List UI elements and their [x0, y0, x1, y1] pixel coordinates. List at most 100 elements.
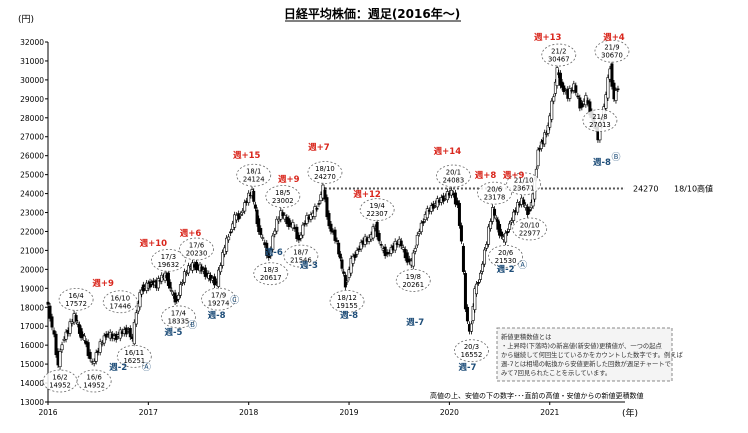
candle-body	[209, 274, 213, 281]
point-label-value: 20261	[402, 281, 424, 289]
candle-body	[522, 199, 526, 205]
candle-body	[463, 273, 467, 310]
candle-body	[247, 192, 251, 203]
y-tick-label: 30000	[20, 76, 44, 85]
point-label-frame	[151, 248, 186, 272]
legend-line-5: みて7回見られたことを示しています。	[501, 369, 611, 377]
record-count-down: 週-2	[109, 363, 127, 373]
point-label-date: 17/9	[211, 292, 226, 300]
record-count-down: 週-8	[593, 158, 611, 168]
y-tick-label: 16000	[20, 341, 44, 350]
point-label-value: 21530	[495, 257, 517, 265]
point-label-frame	[307, 161, 343, 184]
candle-body	[68, 321, 72, 334]
record-count-down: 週-7	[458, 363, 476, 373]
candle-body	[548, 115, 552, 128]
candle-body	[76, 322, 80, 325]
candle-body	[489, 221, 493, 229]
candle-body	[265, 242, 269, 256]
candle-body	[92, 361, 96, 364]
candle-body	[421, 221, 425, 224]
candle-body	[74, 315, 78, 322]
candle-body	[474, 283, 478, 295]
x-tick-label: 2018	[239, 408, 258, 417]
candle-body	[543, 132, 547, 145]
x-tick-label: 2021	[540, 408, 559, 417]
candle-body	[425, 208, 429, 219]
candle-body	[504, 232, 508, 243]
candle-body	[338, 253, 342, 259]
candle-body	[156, 278, 160, 289]
candle-body	[82, 335, 86, 341]
candle-body	[168, 281, 172, 289]
record-count-up: 週+9	[92, 279, 114, 289]
candle-body	[295, 226, 299, 240]
candle-body	[323, 189, 327, 200]
point-label-date: 17/3	[161, 253, 176, 261]
candle-body	[457, 202, 461, 226]
point-label-date: 20/10	[520, 221, 540, 229]
y-tick-label: 23000	[20, 209, 44, 218]
point-label-frame	[506, 172, 542, 196]
point-label-frame	[201, 287, 236, 311]
candle-body	[359, 242, 363, 250]
circled-mark: Ⓐ	[518, 260, 527, 271]
candle-body	[524, 204, 528, 208]
candle-body	[50, 316, 54, 328]
point-label-value: 30670	[601, 52, 623, 60]
point-label-value: 24083	[443, 177, 465, 185]
point-label-frame	[594, 39, 630, 63]
point-label-frame	[512, 217, 548, 241]
point-label-date: 16/11	[125, 349, 145, 357]
record-count-up: 週+10	[140, 239, 168, 249]
point-label-value: 17446	[109, 302, 131, 310]
point-label-value: 14952	[83, 382, 105, 390]
y-tick-label: 24000	[20, 190, 44, 199]
candle-body	[453, 192, 457, 205]
candle-body	[58, 351, 62, 368]
point-label-value: 23671	[513, 184, 535, 192]
point-label-date: 21/2	[551, 48, 566, 56]
candle-body	[473, 288, 477, 311]
candle-body	[54, 333, 58, 356]
y-tick-label: 20000	[20, 265, 44, 274]
candle-body	[303, 223, 307, 225]
candle-body	[506, 231, 510, 234]
candle-body	[616, 88, 620, 91]
candle-body	[528, 209, 532, 212]
candle-body	[102, 335, 106, 344]
candle-body	[483, 249, 487, 265]
record-count-up: 週+6	[180, 229, 202, 239]
candle-body	[413, 248, 417, 252]
point-label-value: 19155	[336, 302, 358, 310]
candle-body	[243, 202, 247, 212]
point-label-frame	[283, 244, 319, 268]
candle-body	[476, 282, 480, 284]
point-label-value: 19274	[208, 300, 230, 308]
candle-body	[584, 95, 588, 106]
candle-body	[81, 334, 85, 338]
candle-body	[610, 63, 614, 87]
candle-body	[562, 85, 566, 93]
point-label-date: 16/6	[87, 374, 102, 382]
candle-body	[337, 242, 341, 255]
legend-box: 新値更積数値とは ・上昇時(下落時)の新高値(新安値)更積値が、一つの起点 から…	[496, 327, 683, 382]
legend-line-2: ・上昇時(下落時)の新高値(新安値)更積値が、一つの起点	[501, 341, 662, 350]
candle-body	[481, 263, 485, 272]
point-label-date: 18/10	[315, 165, 335, 173]
point-label-frame	[58, 287, 94, 311]
candle-body	[455, 200, 459, 206]
record-count-down: 週-7	[406, 318, 424, 328]
candle-body	[411, 252, 415, 267]
point-label-value: 27013	[589, 121, 611, 129]
candle-body	[383, 246, 387, 257]
point-label-frame	[359, 198, 395, 222]
y-tick-label: 17000	[20, 322, 44, 331]
candle-body	[100, 342, 104, 345]
candle-body	[393, 241, 397, 251]
point-label-value: 18335	[168, 317, 190, 325]
candle-body	[405, 252, 409, 263]
candle-body	[355, 250, 359, 255]
y-tick-label: 31000	[20, 57, 44, 66]
